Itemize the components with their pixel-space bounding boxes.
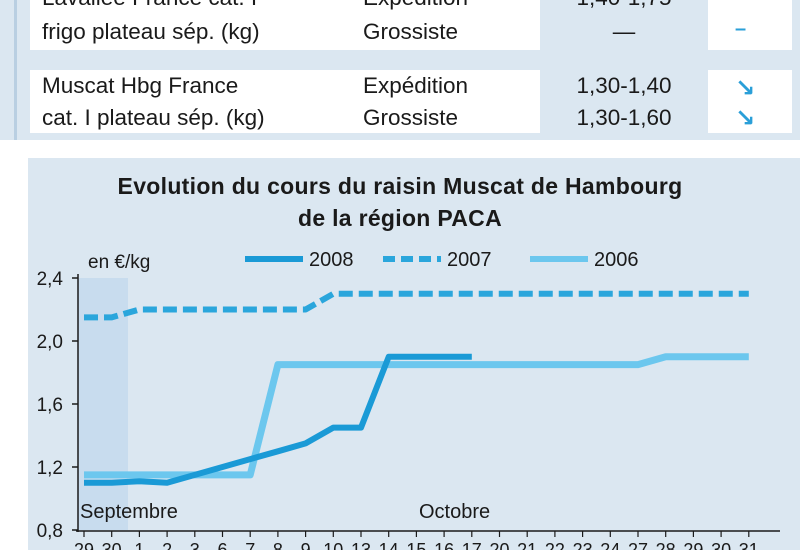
x-tick-label: 30 (102, 540, 122, 550)
x-tick-label: 8 (273, 540, 283, 550)
x-tick-label: 28 (656, 540, 676, 550)
x-tick-label: 24 (600, 540, 620, 550)
y-axis-label: en €/kg (88, 252, 150, 273)
x-tick-label: 13 (351, 540, 371, 550)
price-value: — (612, 19, 636, 44)
month-label: Septembre (80, 501, 178, 523)
x-tick-label: 21 (517, 540, 537, 550)
market-type: Expédition (363, 0, 468, 14)
trend-down-icon: ↘ (735, 75, 756, 102)
market-type: Grossiste (363, 19, 459, 44)
x-tick-label: 2 (162, 540, 172, 550)
month-label: Octobre (419, 501, 490, 523)
price-table: Lavallée France cat. I frigo plateau sép… (0, 0, 800, 140)
price-column: 1,40-1,75 — 1,30-1,40 1,30-1,60 (540, 0, 708, 140)
price-value: 1,30-1,40 (576, 73, 672, 98)
x-tick-label: 14 (379, 540, 399, 550)
legend-label-2008: 2008 (309, 249, 354, 271)
y-tick-label: 2,4 (37, 269, 64, 290)
trend-stable-icon: – (735, 18, 747, 40)
product-name-line: frigo plateau sép. (kg) (42, 19, 260, 44)
x-tick-label: 29 (74, 540, 94, 550)
x-tick-label: 23 (573, 540, 593, 550)
market-type: Grossiste (363, 105, 459, 130)
x-tick-label: 10 (323, 540, 343, 550)
x-tick-label: 31 (739, 540, 759, 550)
x-tick-label: 29 (683, 540, 703, 550)
table-left-rule (14, 0, 17, 140)
product-name-line: Lavallée France cat. I (42, 0, 257, 14)
x-tick-label: 27 (628, 540, 648, 550)
product-name-line: cat. I plateau sép. (kg) (42, 105, 265, 130)
legend-label-2007: 2007 (447, 249, 492, 271)
y-tick-label: 2,0 (37, 332, 63, 353)
series-line-2007 (84, 290, 749, 321)
x-tick-label: 20 (489, 540, 509, 550)
x-tick-label: 30 (711, 540, 731, 550)
x-tick-label: 7 (245, 540, 255, 550)
x-tick-label: 1 (134, 540, 144, 550)
legend-label-2006: 2006 (594, 249, 639, 271)
y-tick-label: 1,6 (37, 395, 63, 416)
chart-title-line: Evolution du cours du raisin Muscat de H… (117, 173, 683, 199)
series-line-2008 (84, 353, 472, 486)
chart-title-line: de la région PACA (297, 205, 503, 231)
product-name-line: Muscat Hbg France (42, 73, 239, 98)
trend-down-icon: ↘ (735, 105, 756, 132)
chart-title: Evolution du cours du raisin Muscat de H… (0, 170, 800, 234)
x-tick-label: 16 (434, 540, 454, 550)
x-tick-label: 15 (406, 540, 426, 550)
market-type: Expédition (363, 73, 469, 98)
x-tick-label: 3 (190, 540, 200, 550)
price-value: 1,40-1,75 (540, 0, 708, 14)
x-tick-label: 9 (301, 540, 311, 550)
x-tick-label: 22 (545, 540, 565, 550)
x-tick-label: 17 (462, 540, 482, 550)
y-tick-label: 0,8 (37, 521, 63, 542)
trend-stable-icon: – (735, 0, 746, 9)
y-tick-label: 1,2 (37, 458, 63, 479)
x-tick-label: 6 (217, 540, 227, 550)
price-value: 1,30-1,60 (576, 105, 672, 130)
